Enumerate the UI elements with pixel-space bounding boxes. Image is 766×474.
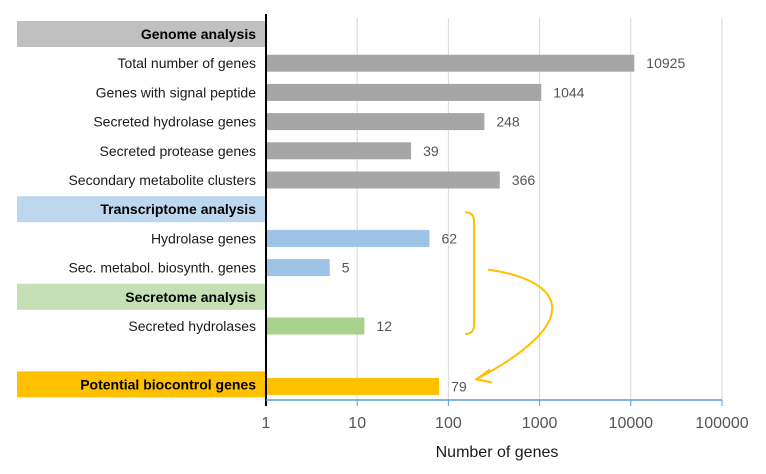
bar [266, 171, 500, 189]
value-label: 62 [441, 230, 457, 246]
x-tick-label: 100000 [695, 415, 748, 432]
bar [266, 259, 330, 277]
bracket-annotation [464, 211, 475, 335]
gridlines [356, 18, 723, 400]
section-header-bg [17, 371, 266, 398]
arrow-head [475, 368, 493, 384]
section-headers [17, 21, 266, 398]
category-label: Secreted protease genes [100, 143, 256, 159]
category-label: Genes with signal peptide [96, 84, 257, 100]
bars [266, 54, 635, 395]
category-label: Sec. metabol. biosynth. genes [68, 260, 256, 276]
bar [266, 142, 412, 160]
section-header-label: Transcriptome analysis [100, 201, 256, 217]
bar [266, 83, 542, 101]
section-header-bg [17, 283, 266, 310]
value-label: 5 [342, 260, 350, 276]
category-label: Secondary metabolite clusters [68, 172, 256, 188]
section-header-label: Potential biocontrol genes [80, 376, 256, 392]
section-header-bg [17, 21, 266, 47]
category-label: Hydrolase genes [151, 230, 256, 246]
value-label: 39 [423, 143, 439, 159]
annotations [464, 211, 553, 384]
bar [266, 317, 365, 335]
category-label: Total number of genes [117, 55, 256, 71]
value-label: 79 [451, 378, 467, 394]
category-label: Secreted hydrolase genes [93, 114, 256, 130]
bar [266, 229, 430, 247]
value-label: 12 [376, 318, 392, 334]
category-label: Secreted hydrolases [128, 318, 256, 334]
value-label: 366 [512, 172, 536, 188]
value-label: 1044 [553, 84, 584, 100]
bar [266, 113, 485, 131]
value-labels: 10925 1044 248 39 366 62 5 12 79 [342, 55, 686, 394]
x-tick-label: 100 [435, 415, 462, 432]
section-header-label: Secretome analysis [125, 289, 256, 305]
x-tick-label: 1000 [522, 415, 558, 432]
bar [266, 377, 440, 395]
value-label: 248 [496, 114, 520, 130]
value-label: 10925 [646, 55, 685, 71]
x-tick-label: 1 [262, 415, 271, 432]
bar [266, 54, 635, 72]
x-axis-title: Number of genes [436, 444, 559, 461]
section-header-label: Genome analysis [141, 26, 256, 42]
axes: 1 10 100 1000 10000 100000 [262, 14, 749, 432]
row-labels: Genome analysis Total number of genes Gene… [68, 26, 256, 392]
x-tick-label: 10000 [609, 415, 654, 432]
x-tick-label: 10 [348, 415, 366, 432]
curved-arrow [477, 268, 553, 380]
section-header-bg [17, 196, 266, 223]
